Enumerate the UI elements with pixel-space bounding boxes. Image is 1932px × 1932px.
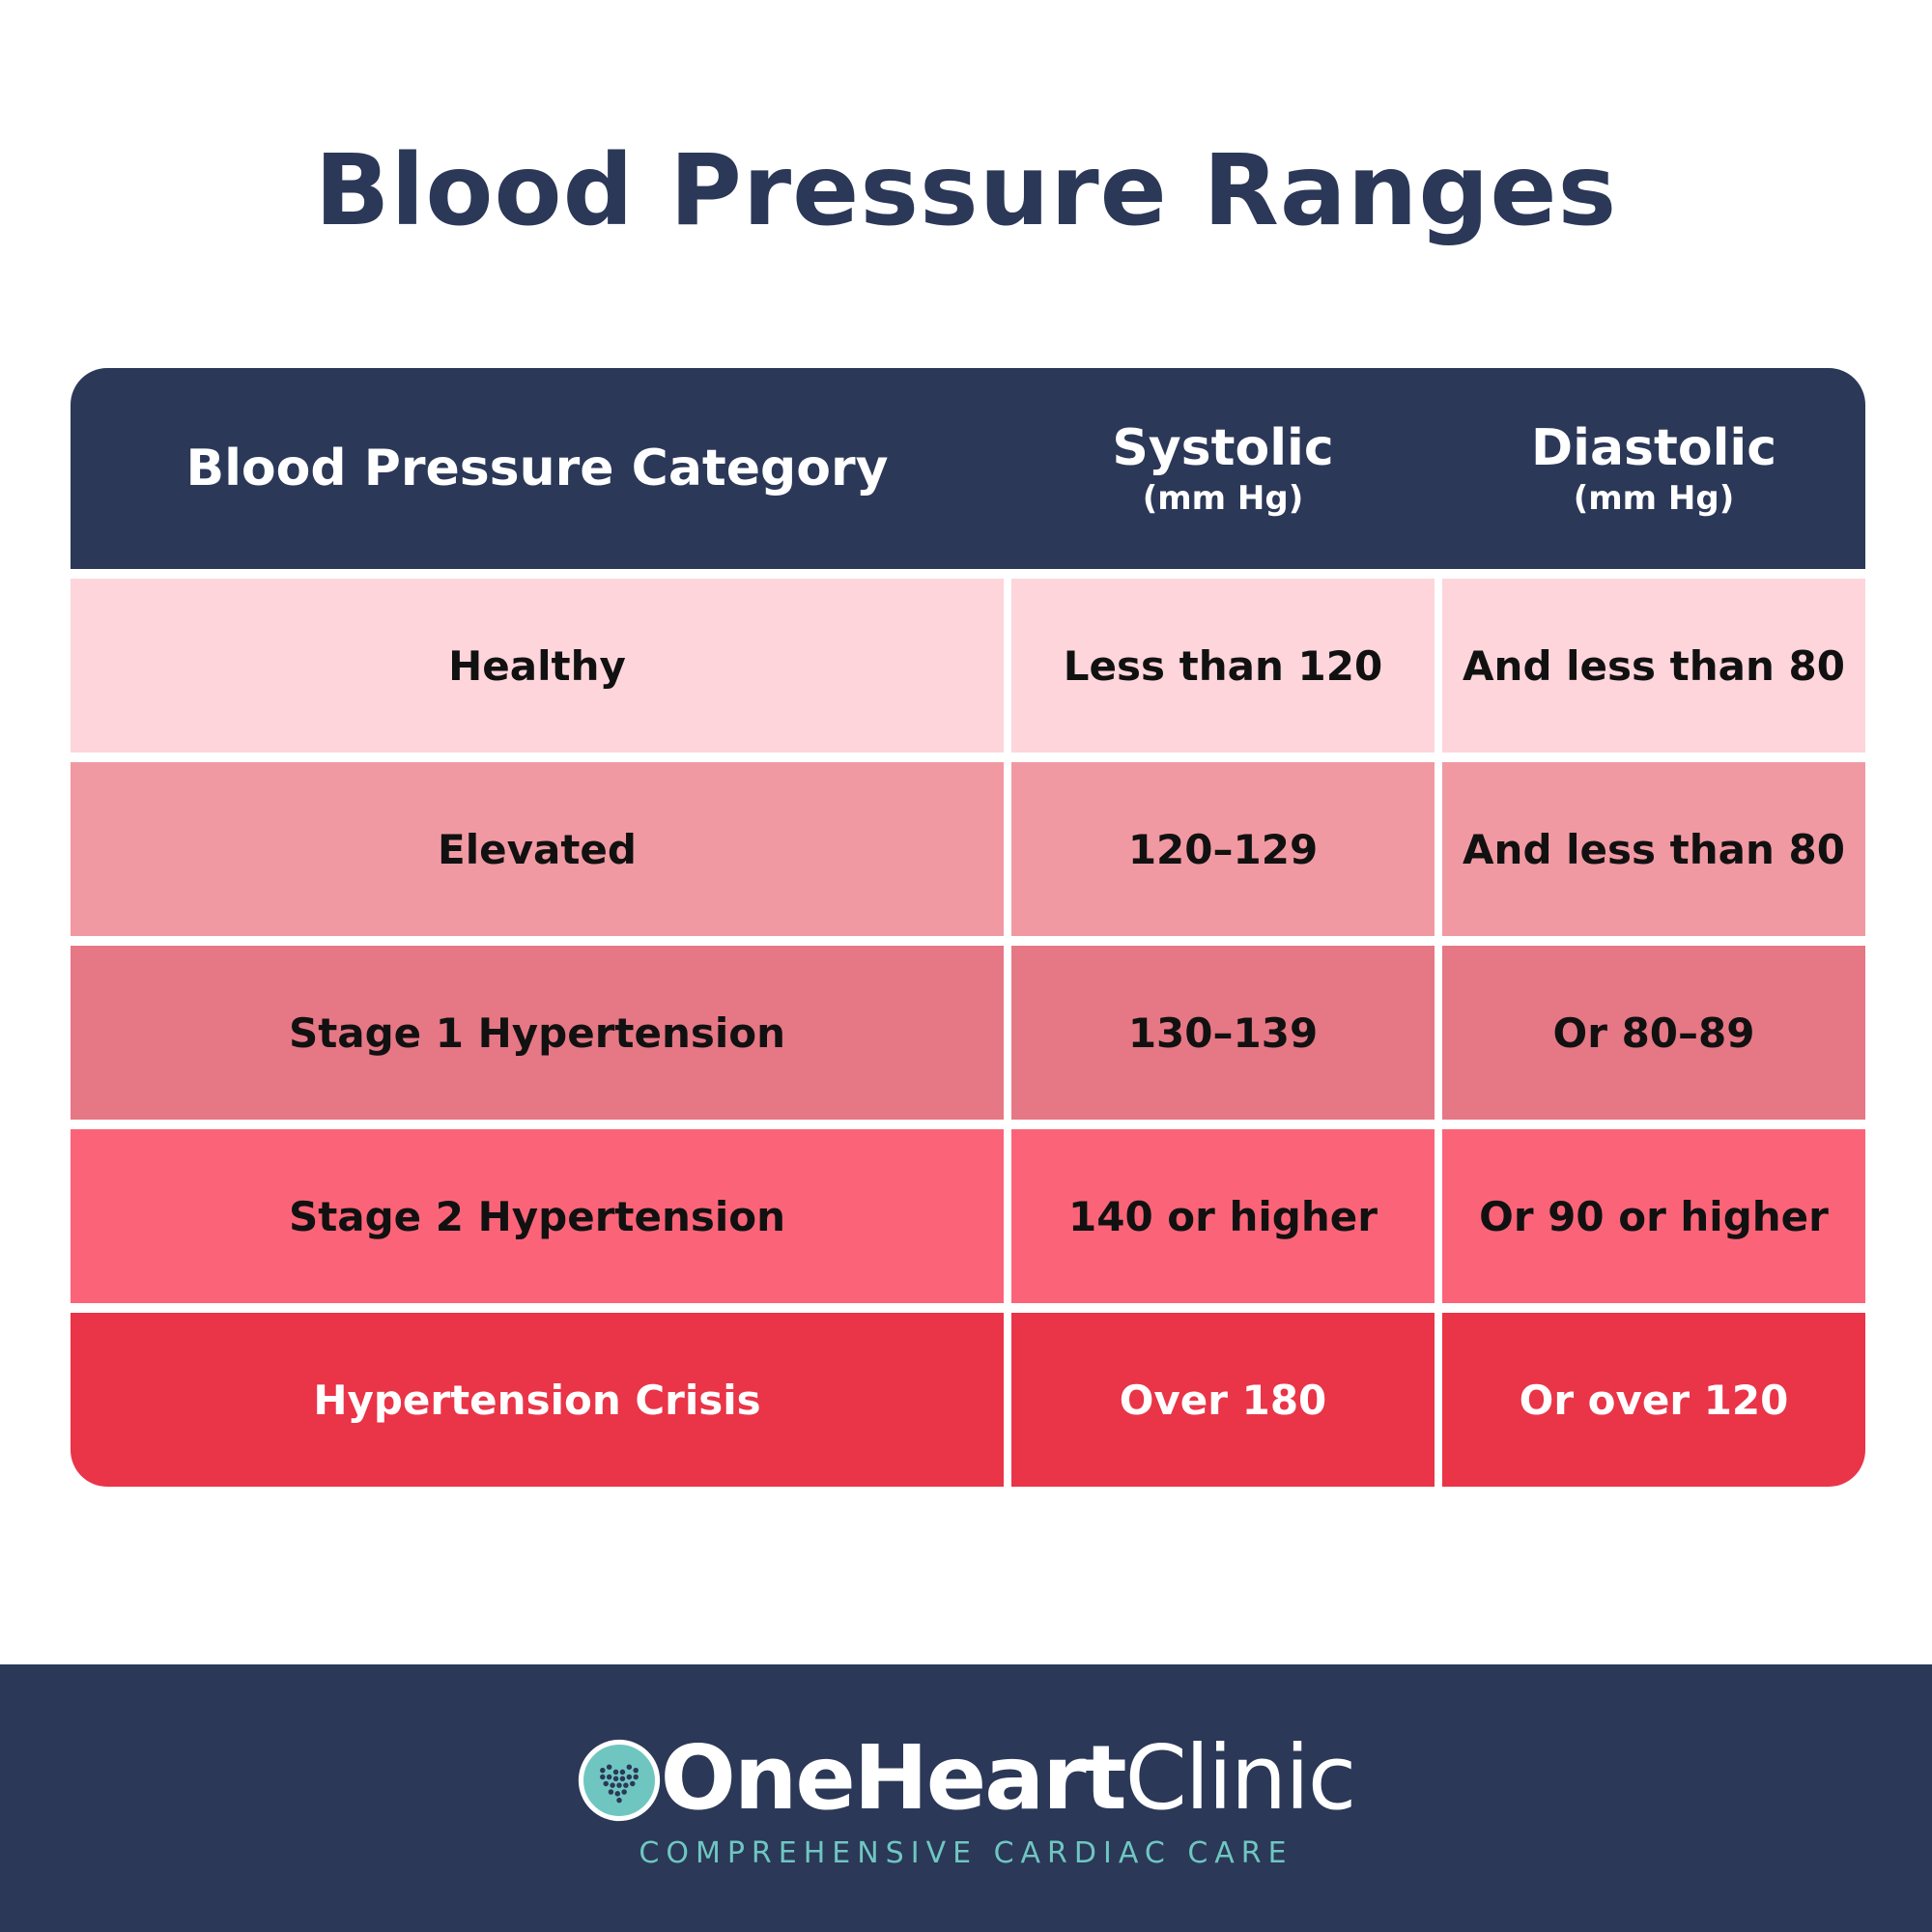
header-category-label: Blood Pressure Category xyxy=(185,440,889,497)
diastolic-cell: And less than 80 xyxy=(1442,579,1865,753)
page-title: Blood Pressure Ranges xyxy=(314,133,1618,248)
brand-name-light: Clinic xyxy=(1124,1726,1357,1830)
systolic-cell: Less than 120 xyxy=(1011,579,1435,753)
systolic-cell: Over 180 xyxy=(1011,1313,1435,1487)
header-systolic-label: Systolic xyxy=(1112,419,1334,477)
header-diastolic-label: Diastolic xyxy=(1530,419,1777,477)
brand-tagline: COMPREHENSIVE CARDIAC CARE xyxy=(639,1836,1293,1870)
heart-pulse-icon xyxy=(578,1739,660,1822)
header-systolic-unit: (mm Hg) xyxy=(1142,479,1304,518)
table-row: Hypertension Crisis Over 180 Or over 120 xyxy=(71,1313,1865,1487)
brand-logo: OneHeart Clinic xyxy=(0,1734,1932,1823)
diastolic-cell: Or 90 or higher xyxy=(1442,1129,1865,1303)
category-cell: Stage 2 Hypertension xyxy=(71,1129,1004,1303)
footer-banner: OneHeart Clinic COMPREHENSIVE CARDIAC CAR… xyxy=(0,1664,1932,1932)
table-row: Stage 1 Hypertension 130–139 Or 80–89 xyxy=(71,946,1865,1120)
systolic-cell: 120–129 xyxy=(1011,762,1435,936)
header-diastolic-unit: (mm Hg) xyxy=(1573,479,1735,518)
diastolic-cell: Or 80–89 xyxy=(1442,946,1865,1120)
systolic-cell: 140 or higher xyxy=(1011,1129,1435,1303)
blood-pressure-table: Blood Pressure Category Systolic (mm Hg)… xyxy=(71,368,1865,1487)
table-header-row: Blood Pressure Category Systolic (mm Hg)… xyxy=(71,368,1865,569)
header-systolic: Systolic (mm Hg) xyxy=(1011,368,1435,569)
table-row: Stage 2 Hypertension 140 or higher Or 90… xyxy=(71,1129,1865,1303)
table-row: Healthy Less than 120 And less than 80 xyxy=(71,579,1865,753)
header-category: Blood Pressure Category xyxy=(71,368,1004,569)
brand-name-strong: OneHeart xyxy=(660,1726,1127,1830)
diastolic-cell: Or over 120 xyxy=(1442,1313,1865,1487)
systolic-cell: 130–139 xyxy=(1011,946,1435,1120)
category-cell: Hypertension Crisis xyxy=(71,1313,1004,1487)
diastolic-cell: And less than 80 xyxy=(1442,762,1865,936)
header-diastolic: Diastolic (mm Hg) xyxy=(1442,368,1865,569)
table-row: Elevated 120–129 And less than 80 xyxy=(71,762,1865,936)
category-cell: Elevated xyxy=(71,762,1004,936)
category-cell: Healthy xyxy=(71,579,1004,753)
category-cell: Stage 1 Hypertension xyxy=(71,946,1004,1120)
